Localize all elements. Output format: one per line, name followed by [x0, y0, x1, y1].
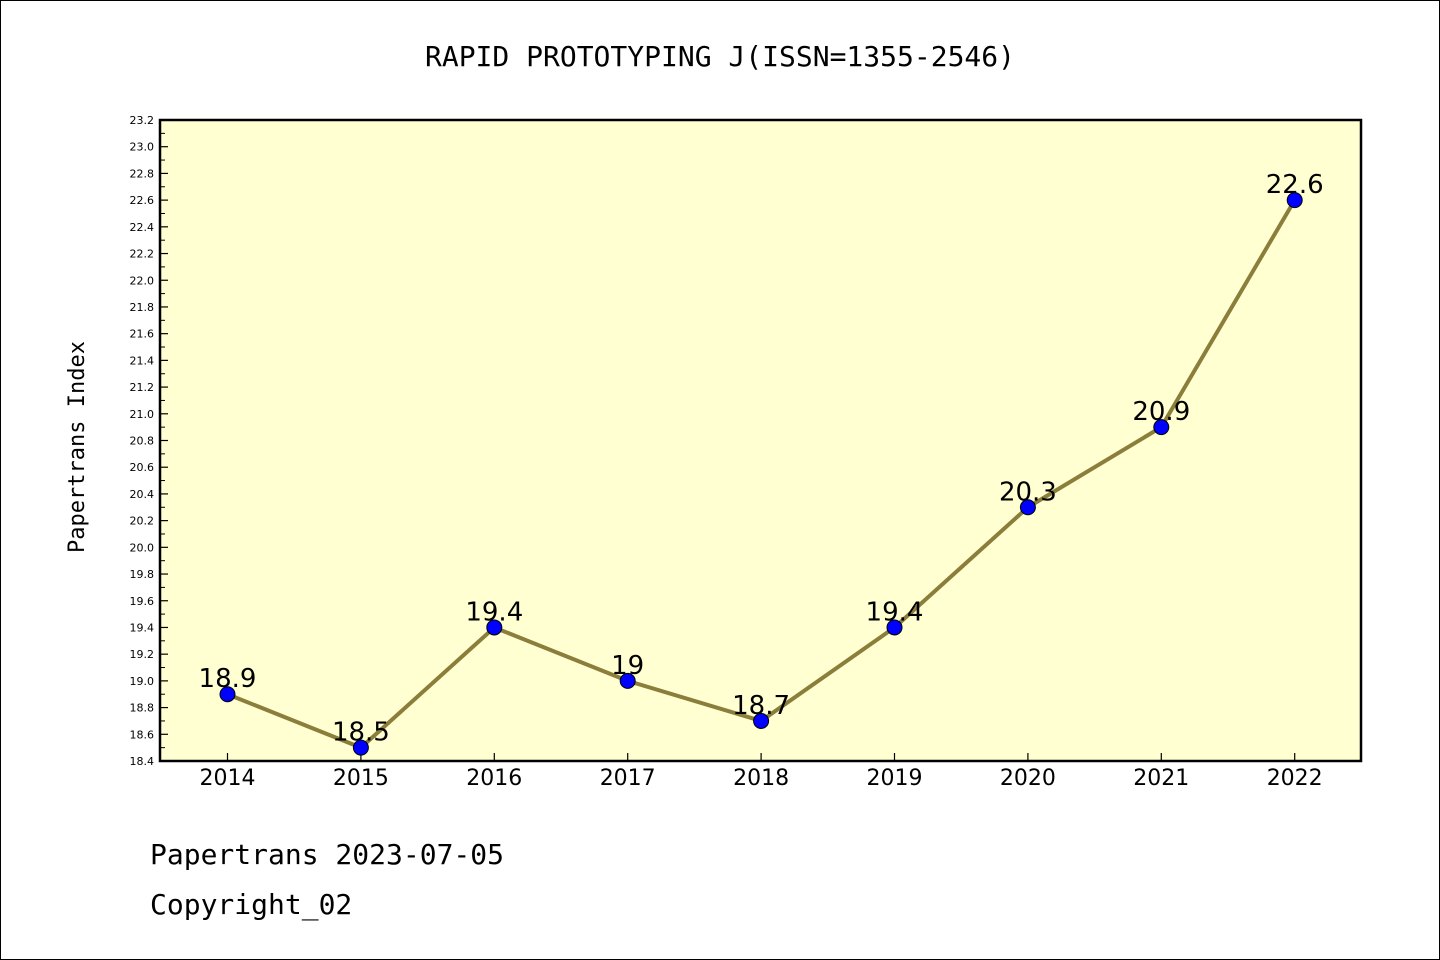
y-tick-label: 21.8: [130, 301, 155, 314]
x-tick-label: 2017: [600, 766, 656, 791]
footer-copyright: Copyright_02: [150, 888, 352, 922]
chart-title: RAPID PROTOTYPING J(ISSN=1355-2546): [425, 40, 1015, 73]
data-label: 18.7: [732, 691, 790, 721]
y-tick-label: 20.6: [130, 461, 155, 474]
x-axis-ticks: 2014 2015 2016 2017 2018 2019 2020 2021 2022: [200, 753, 1323, 791]
y-tick-label: 19.4: [130, 621, 155, 634]
y-axis-ticks: 18.4 18.6 18.8 19.0 19.2 19.4 19.6 19.8 20.0 20.2…: [130, 114, 168, 768]
data-label: 18.9: [199, 664, 257, 694]
data-label: 18.5: [332, 718, 390, 748]
y-tick-label: 22.0: [130, 274, 155, 287]
y-tick-label: 22.4: [130, 221, 155, 234]
data-point: [1153, 419, 1170, 436]
x-tick-label: 2014: [200, 766, 256, 791]
y-tick-label: 20.8: [130, 435, 155, 448]
series-layer: 18.9 18.5 19.4 19 18.7 19.4 20.3 20.9 22.6: [199, 170, 1324, 756]
y-tick-label: 19.0: [130, 675, 155, 688]
data-label: 19.4: [465, 597, 523, 627]
x-tick-label: 2018: [733, 766, 789, 791]
y-tick-label: 22.8: [130, 167, 155, 180]
y-tick-label: 20.0: [130, 541, 155, 554]
y-tick-label: 22.6: [130, 194, 155, 207]
data-point: [753, 712, 770, 729]
y-tick-label: 19.6: [130, 595, 155, 608]
data-label: 19: [611, 651, 644, 681]
y-tick-label: 19.8: [130, 568, 155, 581]
y-tick-label: 20.4: [130, 488, 155, 501]
y-tick-label: 19.2: [130, 648, 155, 661]
x-tick-label: 2016: [466, 766, 522, 791]
footer-date: Papertrans 2023-07-05: [150, 838, 504, 871]
data-point: [486, 619, 503, 636]
data-label: 19.4: [866, 597, 924, 627]
y-tick-label: 21.0: [130, 408, 155, 421]
y-tick-label: 21.2: [130, 381, 155, 394]
x-tick-label: 2022: [1267, 766, 1323, 791]
y-tick-label: 22.2: [130, 248, 155, 261]
y-tick-label: 18.4: [130, 755, 155, 768]
y-tick-label: 20.2: [130, 515, 155, 528]
x-tick-label: 2015: [333, 766, 389, 791]
data-point: [1286, 192, 1303, 209]
x-tick-label: 2021: [1133, 766, 1189, 791]
y-tick-label: 21.6: [130, 328, 155, 341]
y-tick-label: 23.0: [130, 141, 155, 154]
y-axis-label: Papertrans Index: [65, 341, 90, 553]
data-point: [1019, 499, 1036, 516]
y-tick-label: 23.2: [130, 114, 155, 127]
y-tick-label: 21.4: [130, 354, 155, 367]
data-label: 20.3: [999, 477, 1057, 507]
data-point: [886, 619, 903, 636]
x-tick-label: 2019: [867, 766, 923, 791]
data-point: [352, 739, 369, 756]
data-point: [219, 686, 236, 703]
data-point: [619, 672, 636, 689]
y-tick-label: 18.8: [130, 702, 155, 715]
y-tick-label: 18.6: [130, 728, 155, 741]
plot-area: [158, 118, 1363, 763]
x-tick-label: 2020: [1000, 766, 1056, 791]
data-label: 20.9: [1132, 397, 1190, 427]
data-label: 22.6: [1266, 170, 1324, 200]
